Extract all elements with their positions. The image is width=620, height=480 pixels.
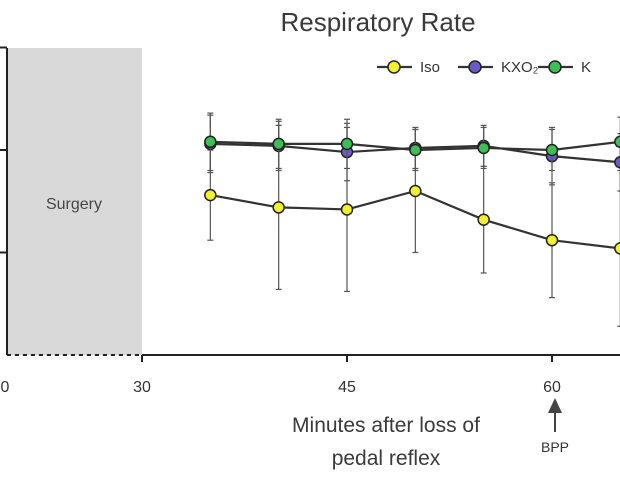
data-point [614,135,620,149]
legend-label: KXO₂ [501,59,539,76]
series-2 [204,112,620,172]
legend-label: Iso [420,59,440,76]
legend-marker [387,60,401,74]
legend-label: K [581,59,591,76]
series-line [210,140,620,152]
x-axis-label-line2: pedal reflex [332,447,441,470]
data-point [477,213,490,226]
bpp-label: BPP [541,439,569,455]
bpp-annotation: BPP [541,398,569,455]
axes: 0304560759010512013 [0,46,620,396]
data-point [409,184,422,198]
series-layer [204,112,620,327]
data-point [204,188,217,202]
legend-marker [468,60,482,74]
x-tick-label: 0 [1,379,10,396]
data-point [409,143,422,157]
surgery-shaded-region [7,48,142,355]
series-line [210,142,620,164]
x-tick-label: 45 [338,379,356,396]
x-tick-label: 30 [133,379,151,396]
x-tick-label: 60 [543,379,561,396]
data-point [340,203,354,216]
bpp-arrow-head [548,398,562,413]
data-point [477,141,490,155]
data-point [545,233,559,247]
data-point [545,143,559,157]
data-point [204,135,217,149]
x-axis-label: Minutes after loss of [292,414,480,437]
chart-title: Respiratory Rate [280,7,475,37]
surgery-label: Surgery [46,196,102,213]
data-point [614,242,620,255]
legend-marker [548,60,562,74]
legend: Iso KXO₂ K [377,59,591,76]
data-point [614,156,620,169]
series-line [210,189,620,250]
data-point [272,201,285,214]
data-point [272,137,285,151]
data-point [340,137,354,151]
